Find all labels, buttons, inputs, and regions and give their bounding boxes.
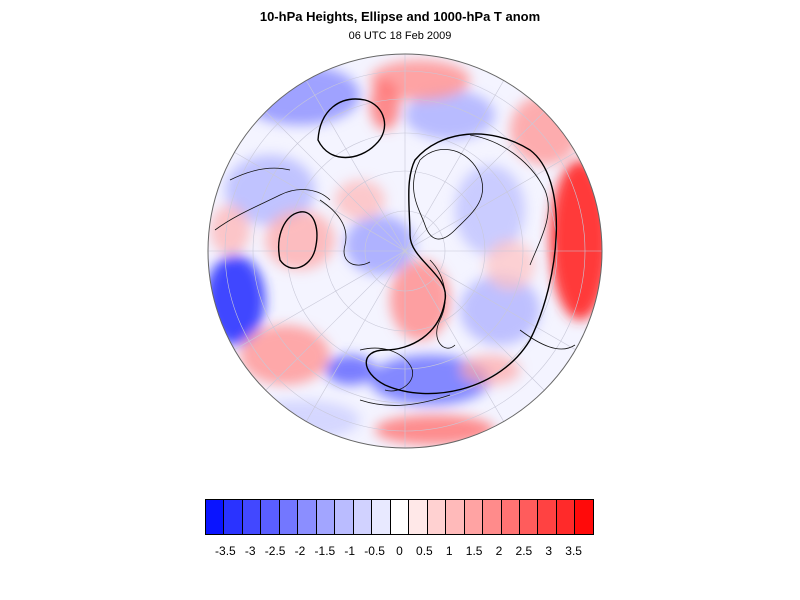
colorbar-labels: -3.5 -3 -2.5 -2 -1.5 -1 -0.5 0 0.5 1 1.5 2 2.5 3 3.5 [0,544,800,562]
colorbar-tick-label: 2 [495,544,503,558]
temperature-anomaly-field [208,60,602,445]
colorbar-cell [538,500,557,534]
colorbar-cell [261,500,280,534]
colorbar-cell [316,500,336,534]
colorbar-cell [279,500,299,534]
colorbar-cell [519,500,539,534]
colorbar-tick-label: 1.5 [465,544,483,558]
colorbar-cell [353,500,373,534]
colorbar-cell [575,500,593,534]
colorbar-tick-label: -1 [344,544,356,558]
map-subtitle: 06 UTC 18 Feb 2009 [348,30,452,42]
colorbar [205,499,594,535]
colorbar-cell [372,500,391,534]
colorbar-cell [409,500,428,534]
colorbar-tick-label: 1 [445,544,453,558]
colorbar-tick-label: -2.5 [264,544,286,558]
graticule [208,54,602,448]
colorbar-tick-label: -3 [244,544,256,558]
colorbar-cell [224,500,243,534]
colorbar-tick-label: 3 [545,544,553,558]
map-title: 10-hPa Heights, Ellipse and 1000-hPa T a… [259,9,541,24]
colorbar-cell [390,500,410,534]
colorbar-tick-label: -1.5 [314,544,336,558]
colorbar-cell [483,500,502,534]
globe-outline [207,53,603,449]
colorbar-cell [242,500,262,534]
colorbar-cell [335,500,354,534]
colorbar-tick-label: 3.5 [565,544,582,558]
colorbar-tick-label: -0.5 [364,544,385,558]
height-ellipse-contour [278,98,558,395]
colorbar-cell [206,500,225,534]
colorbar-tick-label: -3.5 [215,544,236,558]
colorbar-cell [446,500,465,534]
colorbar-tick-label: -2 [294,544,306,558]
colorbar-tick-label: 0 [396,544,403,558]
colorbar-cell [501,500,520,534]
colorbar-tick-label: 0.5 [416,544,433,558]
colorbar-cell [556,500,576,534]
colorbar-cell [464,500,484,534]
colorbar-cell [298,500,317,534]
colorbar-tick-label: 2.5 [515,544,533,558]
colorbar-cell [427,500,447,534]
